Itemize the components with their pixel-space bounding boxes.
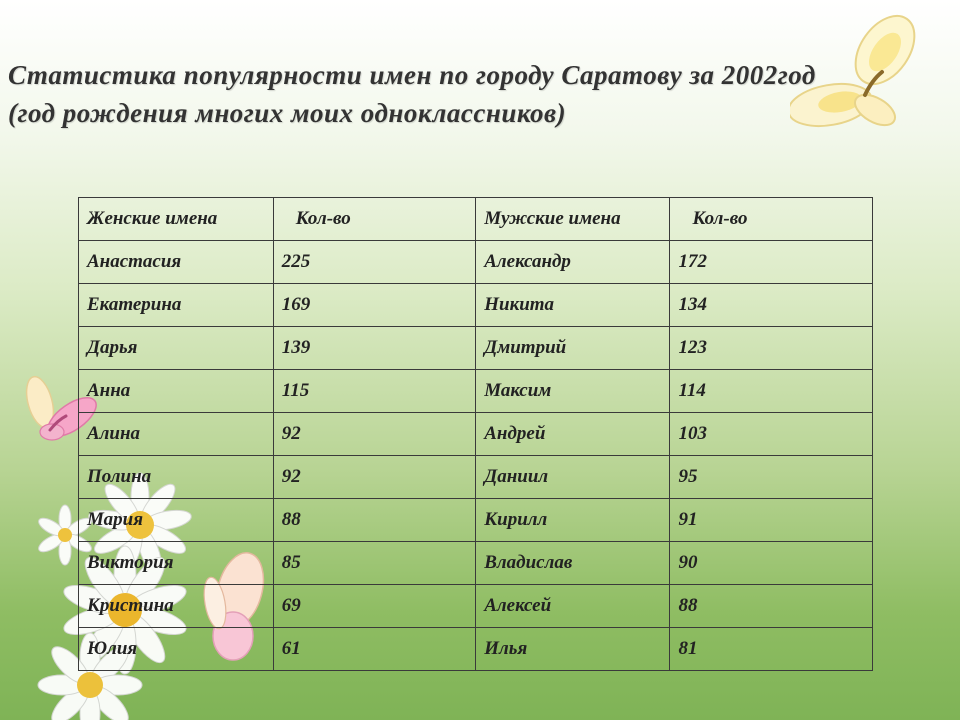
female-name-cell: Виктория	[78, 541, 274, 585]
male-count-cell: 123	[669, 326, 873, 370]
female-name-cell: Екатерина	[78, 283, 274, 327]
male-name-cell: Илья	[475, 627, 671, 671]
female-name-cell: Анна	[78, 369, 274, 413]
table-row: Мария 88 Кирилл 91	[78, 498, 873, 542]
female-name-cell: Анастасия	[78, 240, 274, 284]
title-line-1: Статистика популярности имен по городу С…	[8, 60, 816, 90]
female-count-cell: 88	[272, 498, 477, 542]
names-table: Женские имена Кол-во Мужские имена Кол-в…	[78, 197, 873, 671]
female-count-cell: 169	[272, 283, 477, 327]
table-row: Юлия 61 Илья 81	[78, 627, 873, 671]
slide-title: Статистика популярности имен по городу С…	[8, 56, 958, 132]
table-row: Дарья 139 Дмитрий 123	[78, 326, 873, 370]
female-name-cell: Кристина	[78, 584, 274, 628]
female-count-cell: 61	[272, 627, 477, 671]
column-header-female-count: Кол-во	[272, 197, 477, 241]
female-count-cell: 92	[272, 455, 477, 499]
female-name-cell: Алина	[78, 412, 274, 456]
male-count-cell: 88	[669, 584, 873, 628]
male-name-cell: Владислав	[475, 541, 671, 585]
table-row: Виктория 85 Владислав 90	[78, 541, 873, 585]
male-name-cell: Андрей	[475, 412, 671, 456]
male-count-cell: 114	[669, 369, 873, 413]
male-count-cell: 172	[669, 240, 873, 284]
female-count-cell: 139	[272, 326, 477, 370]
male-name-cell: Александр	[475, 240, 671, 284]
female-count-cell: 85	[272, 541, 477, 585]
male-count-cell: 90	[669, 541, 873, 585]
female-count-cell: 225	[272, 240, 477, 284]
female-name-cell: Дарья	[78, 326, 274, 370]
column-header-male-names: Мужские имена	[475, 197, 671, 241]
male-name-cell: Никита	[475, 283, 671, 327]
male-name-cell: Кирилл	[475, 498, 671, 542]
female-name-cell: Юлия	[78, 627, 274, 671]
table-row: Анастасия 225 Александр 172	[78, 240, 873, 284]
column-header-male-count: Кол-во	[669, 197, 873, 241]
female-count-cell: 69	[272, 584, 477, 628]
title-line-2: (год рождения многих моих одноклассников…	[8, 98, 567, 128]
male-name-cell: Максим	[475, 369, 671, 413]
male-count-cell: 134	[669, 283, 873, 327]
male-name-cell: Даниил	[475, 455, 671, 499]
female-count-cell: 92	[272, 412, 477, 456]
male-count-cell: 81	[669, 627, 873, 671]
table-row: Анна 115 Максим 114	[78, 369, 873, 413]
table-row: Алина 92 Андрей 103	[78, 412, 873, 456]
male-count-cell: 95	[669, 455, 873, 499]
male-count-cell: 91	[669, 498, 873, 542]
table-row: Полина 92 Даниил 95	[78, 455, 873, 499]
male-name-cell: Алексей	[475, 584, 671, 628]
female-name-cell: Полина	[78, 455, 274, 499]
table-row: Кристина 69 Алексей 88	[78, 584, 873, 628]
table-header-row: Женские имена Кол-во Мужские имена Кол-в…	[78, 197, 873, 241]
female-name-cell: Мария	[78, 498, 274, 542]
butterfly-icon	[790, 14, 916, 128]
column-header-female-names: Женские имена	[78, 197, 274, 241]
female-count-cell: 115	[272, 369, 477, 413]
table-row: Екатерина 169 Никита 134	[78, 283, 873, 327]
male-name-cell: Дмитрий	[475, 326, 671, 370]
male-count-cell: 103	[669, 412, 873, 456]
